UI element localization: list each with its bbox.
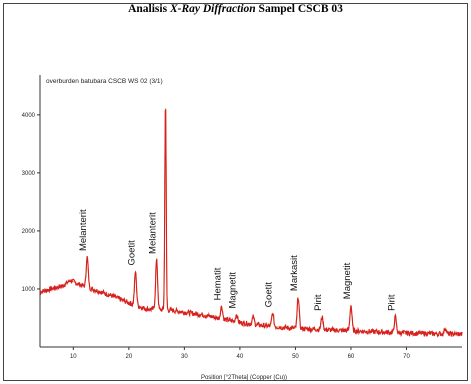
title-part-3: Sampel CSCB 03: [255, 3, 343, 15]
x-tick-label: 70: [403, 354, 410, 360]
chart-title: Analisis X-Ray Diffraction Sampel CSCB 0…: [0, 3, 471, 15]
x-tick-label: 30: [181, 354, 188, 360]
phase-label: Goetit: [127, 240, 138, 266]
x-ticks: 10 20 30 40 50 60 70: [70, 347, 410, 360]
phase-label: Magnetit: [342, 262, 353, 299]
x-tick-label: 40: [237, 354, 244, 360]
phase-label: Magnetit: [228, 272, 239, 309]
phase-label: Pirit: [386, 294, 397, 311]
phase-labels: Melanterit Goetit Melanterit Hematit Magneti…: [78, 209, 397, 311]
y-tick-label: 1000: [22, 287, 36, 293]
fit-series-line: [39, 108, 462, 335]
y-ticks: 1000 2000 3000 4000: [22, 113, 40, 293]
x-tick-label: 50: [292, 354, 299, 360]
x-tick-label: 60: [348, 354, 355, 360]
x-tick-label: 20: [125, 354, 132, 360]
y-tick-label: 4000: [22, 113, 36, 119]
title-part-2: X-Ray Diffraction: [169, 3, 256, 15]
x-axis-label: Position [°2Theta] (Copper (Cu)): [201, 375, 287, 381]
y-tick-label: 2000: [22, 229, 36, 235]
y-tick-label: 3000: [22, 171, 36, 177]
phase-label: Hematit: [213, 267, 224, 300]
phase-label: Markasit: [289, 255, 300, 291]
phase-label: Melanterit: [78, 209, 89, 251]
sample-label: overburden batubara CSCB WS 02 (3/1): [46, 78, 163, 85]
phase-label: Goetit: [264, 282, 275, 308]
phase-label: Melanterit: [148, 212, 159, 254]
measured-series-line: [39, 109, 463, 338]
title-part-1: Analisis: [128, 3, 170, 15]
phase-label: Pirit: [313, 294, 324, 311]
x-tick-label: 10: [70, 354, 77, 360]
